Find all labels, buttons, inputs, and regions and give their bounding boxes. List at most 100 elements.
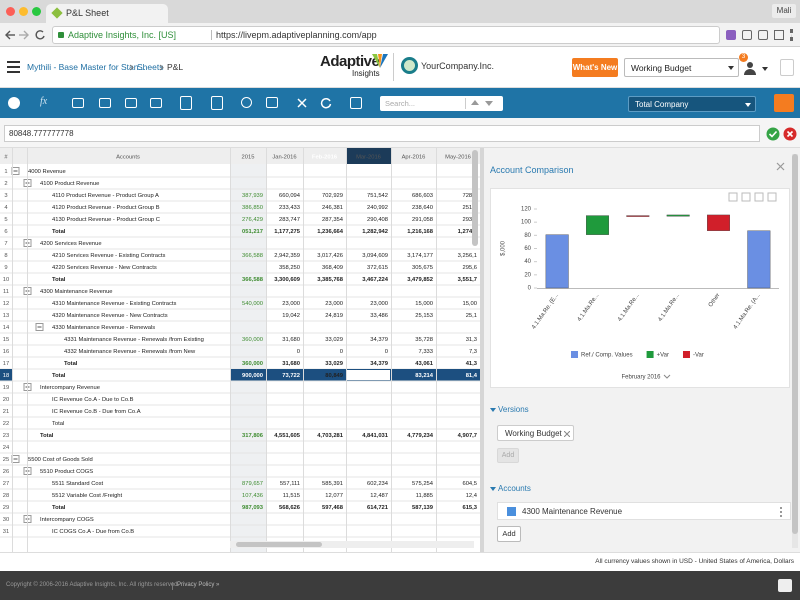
cell-value[interactable]: 34,379: [370, 361, 389, 367]
cell-value[interactable]: 360,000: [242, 337, 263, 343]
account-name[interactable]: Total: [52, 421, 64, 427]
account-name[interactable]: 4220 Services Revenue - New Contracts: [52, 265, 157, 271]
breadcrumb-link[interactable]: Mythili - Base Master for Stan...: [27, 62, 146, 72]
cell-value[interactable]: 25,1: [466, 313, 477, 319]
chart-button[interactable]: [350, 97, 362, 109]
account-name[interactable]: 5511 Standard Cost: [52, 481, 104, 487]
account-name[interactable]: IC COGS Co.A - Due from Co.B: [52, 529, 134, 535]
cell-value[interactable]: 295,6: [462, 265, 477, 271]
horizontal-scrollbar[interactable]: [236, 542, 322, 547]
cell-value[interactable]: 0: [385, 349, 388, 355]
cell-value[interactable]: 3,479,852: [407, 277, 433, 283]
whats-new-button[interactable]: What's New: [572, 58, 618, 77]
cell-value[interactable]: 31,680: [282, 361, 300, 367]
column-header[interactable]: 2015: [242, 155, 255, 161]
vertical-scrollbar[interactable]: [472, 150, 478, 246]
chart-tool[interactable]: [767, 192, 777, 202]
cell-value[interactable]: 293,6: [462, 217, 477, 223]
column-header[interactable]: Jan-2016: [272, 155, 296, 161]
copy-button[interactable]: [99, 98, 111, 108]
window-zoom[interactable]: [32, 7, 41, 16]
cell-value[interactable]: 35,728: [415, 337, 433, 343]
account-name[interactable]: 4320 Maintenance Revenue - New Contracts: [52, 313, 168, 319]
cell-value[interactable]: 41,3: [466, 361, 478, 367]
remove-version[interactable]: [564, 431, 570, 437]
cell-value[interactable]: 751,542: [367, 193, 388, 199]
cell-value[interactable]: 15,000: [415, 301, 433, 307]
window-close[interactable]: [6, 7, 15, 16]
cell-value[interactable]: 051,217: [242, 229, 263, 235]
cell-value[interactable]: 7,333: [418, 349, 433, 355]
splitter[interactable]: [480, 148, 484, 552]
cell-value[interactable]: 728,9: [462, 193, 477, 199]
cell-value[interactable]: 686,603: [412, 193, 433, 199]
cell-value[interactable]: 1,282,942: [362, 229, 388, 235]
main-menu[interactable]: [7, 61, 20, 73]
cell-value[interactable]: 3,017,426: [317, 253, 343, 259]
save-button[interactable]: [72, 98, 84, 108]
version-chip[interactable]: Working Budget: [497, 425, 574, 441]
account-name[interactable]: Total: [64, 361, 78, 367]
cell-value[interactable]: 372,615: [367, 265, 388, 271]
cell-value[interactable]: 233,433: [279, 205, 300, 211]
account-name[interactable]: Total: [52, 505, 66, 511]
nav-buttons[interactable]: [4, 28, 48, 42]
refresh-button[interactable]: [320, 97, 332, 109]
extension-icon[interactable]: [742, 30, 752, 40]
cell-value[interactable]: 987,093: [242, 505, 264, 511]
cell-value[interactable]: 11,885: [416, 493, 433, 499]
cell-value[interactable]: 585,391: [322, 481, 343, 487]
account-name[interactable]: 4000 Revenue: [28, 169, 66, 175]
cell-value[interactable]: 7,3: [469, 349, 477, 355]
cell-value[interactable]: 19,042: [282, 313, 300, 319]
cell-value[interactable]: 4,551,605: [274, 433, 301, 439]
home-button[interactable]: [266, 97, 278, 108]
cell-value[interactable]: 660,094: [279, 193, 301, 199]
cell-value[interactable]: 12,4: [466, 493, 478, 499]
extension-icon[interactable]: [774, 30, 784, 40]
cell-value[interactable]: 287,354: [322, 217, 344, 223]
cell-value[interactable]: 3,551,7: [458, 277, 477, 283]
cell-value[interactable]: 3,385,768: [317, 277, 344, 283]
cell-value[interactable]: 73,722: [282, 373, 300, 379]
cell-value[interactable]: 0: [340, 349, 343, 355]
profile-button[interactable]: Mali: [772, 4, 796, 18]
account-name[interactable]: Total: [52, 373, 66, 379]
cell-value[interactable]: 1,177,275: [274, 229, 301, 235]
search-next[interactable]: [485, 101, 493, 106]
account-name[interactable]: 5500 Cost of Goods Sold: [28, 457, 93, 463]
privacy-link[interactable]: Privacy Policy »: [177, 582, 220, 588]
cell-value[interactable]: 80,849: [325, 373, 344, 379]
section-title[interactable]: Accounts: [498, 484, 531, 493]
cell-value[interactable]: 276,429: [242, 217, 263, 223]
cell-value[interactable]: 317,806: [242, 433, 264, 439]
cell-value[interactable]: 31,3: [466, 337, 477, 343]
cell-value[interactable]: 12,077: [325, 493, 343, 499]
cell-value[interactable]: 702,929: [322, 193, 343, 199]
cell-value[interactable]: 291,058: [412, 217, 433, 223]
add-version-button[interactable]: Add: [497, 448, 519, 463]
period-selector[interactable]: February 2016: [621, 375, 661, 381]
cell-value[interactable]: 11,515: [283, 493, 300, 499]
cell-value[interactable]: 568,626: [279, 505, 301, 511]
chart-tool[interactable]: [741, 192, 751, 202]
menu-icon[interactable]: [790, 29, 793, 41]
cell-value[interactable]: 34,379: [370, 337, 388, 343]
account-name[interactable]: Intercompany Revenue: [40, 385, 100, 391]
accept-button[interactable]: [766, 127, 780, 141]
chart-tool[interactable]: [754, 192, 764, 202]
cell-value[interactable]: 387,939: [242, 193, 263, 199]
cell-value[interactable]: 305,675: [412, 265, 433, 271]
account-name[interactable]: 4330 Maintenance Revenue - Renewals: [52, 325, 155, 331]
search-box[interactable]: Search...: [380, 96, 503, 111]
cell-value[interactable]: 240,992: [367, 205, 388, 211]
clipboard-button[interactable]: [180, 96, 192, 110]
cell-value[interactable]: 2,942,359: [274, 253, 300, 259]
search-prev[interactable]: [471, 100, 479, 105]
cell-value[interactable]: 33,029: [325, 337, 343, 343]
account-name[interactable]: 4200 Services Revenue: [40, 241, 102, 247]
breadcrumb-link[interactable]: Sheets: [137, 62, 164, 72]
cell-value[interactable]: 4,703,281: [317, 433, 344, 439]
cell-value[interactable]: 879,657: [242, 481, 263, 487]
cell-value[interactable]: 81,4: [466, 373, 478, 379]
